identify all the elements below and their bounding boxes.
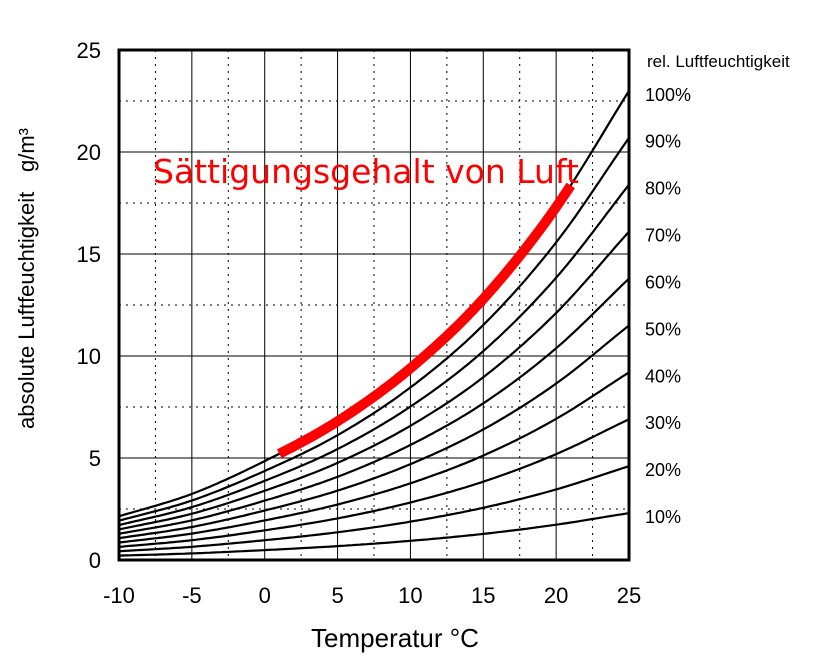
y-tick-labels: 0 5 10 15 20 25 (77, 38, 101, 573)
rh-label-10: 10% (645, 507, 681, 527)
x-tick-label: 20 (544, 583, 568, 608)
grid (119, 50, 629, 560)
rh-curve-60 (118, 277, 630, 535)
rh-label-50: 50% (645, 319, 681, 339)
rh-curve-labels: 10% 20% 30% 40% 50% 60% 70% 80% 90% 100% (645, 85, 691, 527)
y-axis-unit: g/m³ (14, 128, 39, 172)
x-tick-label: 15 (471, 583, 495, 608)
rh-label-70: 70% (645, 226, 681, 246)
plot-frame (117, 48, 631, 562)
y-tick-label: 25 (77, 38, 101, 63)
rh-label-20: 20% (645, 460, 681, 480)
rh-label-80: 80% (645, 179, 681, 199)
rh-curve-50 (118, 324, 630, 540)
rh-label-90: 90% (645, 132, 681, 152)
x-tick-label: -10 (103, 583, 135, 608)
rh-curve-40 (118, 371, 630, 544)
rh-curve-70 (118, 230, 630, 531)
x-tick-label: 5 (331, 583, 343, 608)
y-tick-label: 5 (89, 446, 101, 471)
saturation-highlight-line (276, 182, 575, 459)
y-tick-label: 10 (77, 344, 101, 369)
rh-curve-30 (118, 418, 630, 548)
rh-label-40: 40% (645, 366, 681, 386)
y-axis-title: absolute Luftfeuchtigkeit (14, 192, 39, 429)
x-tick-label: -5 (182, 583, 202, 608)
saturation-highlight (276, 182, 575, 459)
x-tick-label: 25 (617, 583, 641, 608)
rh-label-30: 30% (645, 413, 681, 433)
y-tick-label: 15 (77, 242, 101, 267)
right-axis-title: rel. Luftfeuchtigkeit (647, 52, 790, 71)
rh-curve-20 (118, 465, 630, 553)
y-tick-label: 0 (89, 548, 101, 573)
rh-curve-10 (118, 512, 630, 557)
x-tick-labels: -10 -5 0 5 10 15 20 25 (103, 583, 641, 608)
rh-curve-80 (118, 183, 630, 527)
rh-label-60: 60% (645, 273, 681, 293)
x-axis-title: Temperatur °C (311, 623, 479, 653)
humidity-curves (118, 90, 630, 557)
rh-label-100: 100% (645, 85, 691, 105)
saturation-annotation: Sättigungsgehalt von Luft (153, 152, 579, 191)
x-tick-label: 10 (398, 583, 422, 608)
rh-curve-90 (118, 137, 630, 522)
y-tick-label: 20 (77, 140, 101, 165)
x-tick-label: 0 (259, 583, 271, 608)
